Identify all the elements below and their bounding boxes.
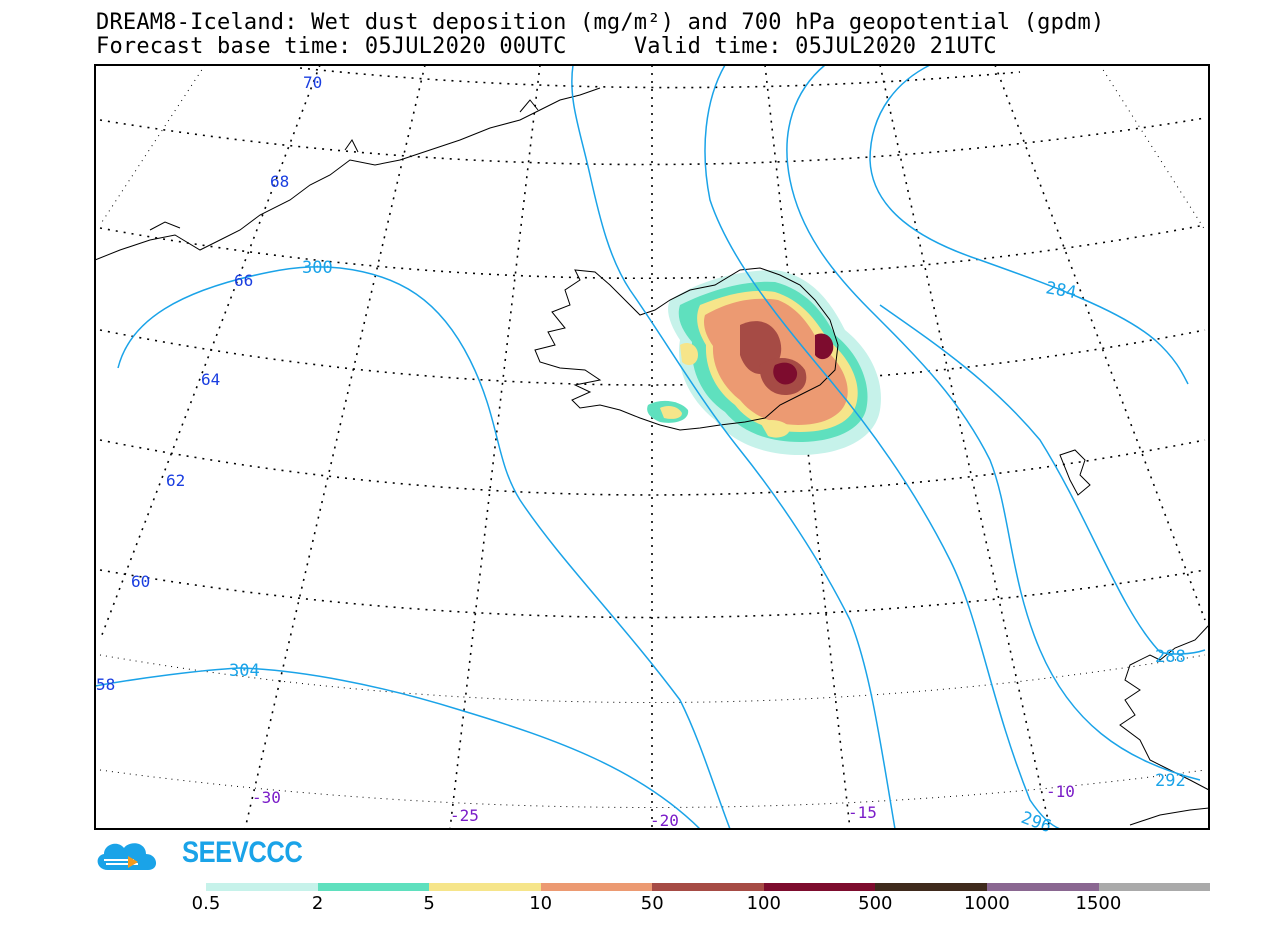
contour-label: 292 [1155,771,1186,791]
valid-time: Valid time: 05JUL2020 21UTC [633,34,997,59]
legend-swatch [652,883,764,891]
legend-swatch [429,883,541,891]
longitude-label: -25 [450,806,479,825]
legend-swatch [986,883,1099,891]
latitude-label: 66 [234,271,253,290]
cloud-logo-icon [97,843,157,870]
logo-text: SEEVCCC [182,836,303,869]
legend-swatch [763,883,876,891]
latitude-label: 58 [96,675,115,694]
latitude-label: 70 [303,73,322,92]
coastlines [94,87,1210,826]
legend-tick-label: 1500 [1075,893,1122,914]
legend-tick-label: 0.5 [191,893,221,914]
contour-label: 288 [1155,647,1186,667]
legend-swatch [317,883,430,891]
longitude-label: -20 [650,811,679,830]
legend-swatch [206,883,318,891]
legend-tick-label: 10 [529,893,553,914]
latitude-label: 68 [270,172,289,191]
contour-label: 300 [302,258,333,278]
forecast-base-time: Forecast base time: 05JUL2020 00UTC [96,34,567,59]
legend-tick-label: 2 [311,893,324,914]
longitude-label: -10 [1046,782,1075,801]
latitude-label: 64 [201,370,220,389]
legend-swatch [1098,883,1211,891]
legend-swatch [875,883,987,891]
contour-label: 304 [229,661,260,681]
latitude-label: 60 [131,572,150,591]
legend-tick-label: 100 [746,893,781,914]
legend-tick-label: 500 [858,893,893,914]
map-frame [94,64,1210,830]
map-subtitle: Forecast base time: 05JUL2020 00UTC Vali… [96,36,997,58]
legend-tick-label: 50 [640,893,664,914]
legend-tick-label: 5 [423,893,435,914]
longitude-label: -30 [252,788,281,807]
longitude-label: -15 [848,803,877,822]
color-legend [206,883,1211,891]
map-title: DREAM8-Iceland: Wet dust deposition (mg/… [96,10,1105,35]
geopotential-contours [94,64,1206,830]
legend-swatch [540,883,653,891]
legend-tick-label: 1000 [963,893,1010,914]
latitude-label: 62 [166,471,185,490]
